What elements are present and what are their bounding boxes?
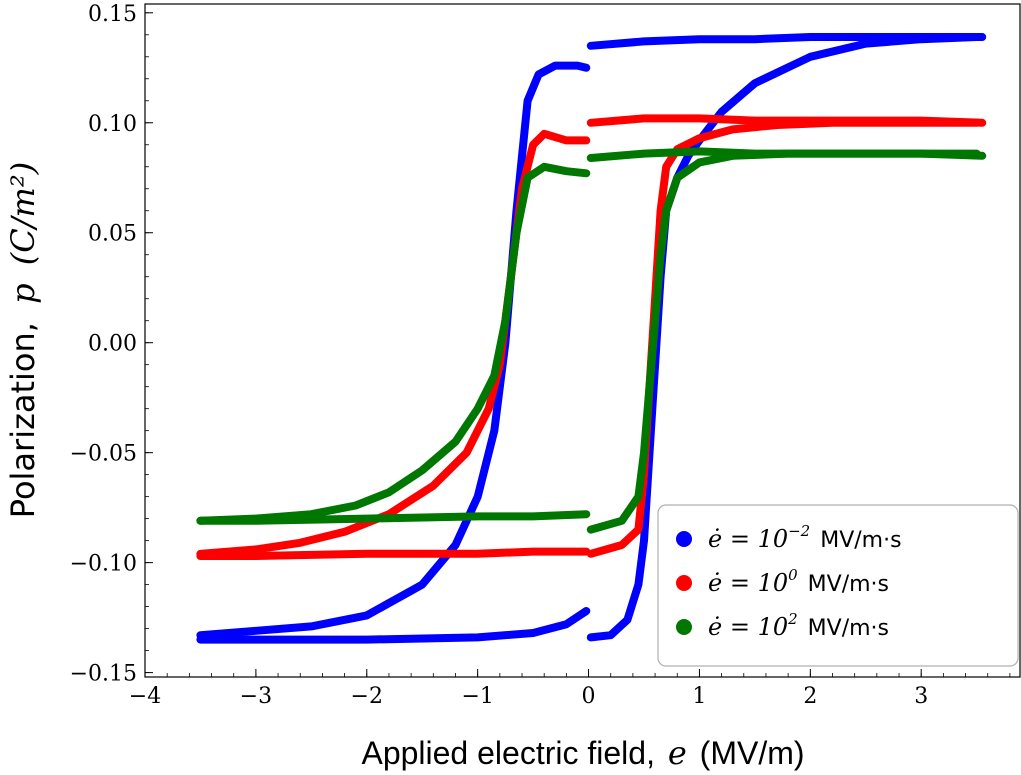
y-tick-label: 0.10 — [88, 112, 137, 137]
series-2-branch-1 — [196, 162, 591, 525]
x-tick-label: −4 — [129, 684, 161, 709]
series-layer — [196, 33, 987, 644]
y-axis-label-text: Polarization, — [4, 322, 42, 518]
series-2-branch-2 — [196, 510, 591, 525]
y-tick-label: −0.05 — [70, 442, 137, 467]
x-axis-symbol: e — [668, 734, 687, 772]
plot-frame — [144, 3, 1021, 678]
plot-area: −4 −3 −2 −1 0 1 2 3 −0.15 −0.10 −0.05 0.00 0.05 0.10… — [70, 2, 1021, 709]
series-1-branch-3 — [586, 118, 981, 558]
legend-label: ė = 100 MV/m·s — [708, 566, 889, 597]
y-axis-symbol: p — [4, 283, 42, 303]
x-tick-label: 1 — [692, 684, 706, 709]
legend-marker — [676, 531, 692, 547]
x-axis-label-text: Applied electric field, — [361, 735, 654, 771]
legend-marker — [676, 619, 692, 635]
legend-box — [657, 504, 1019, 667]
x-tick-label: −3 — [240, 684, 272, 709]
x-tick-label: −1 — [461, 684, 493, 709]
legend-label: ė = 10−2 MV/m·s — [708, 522, 902, 553]
x-tick-label: −2 — [351, 684, 383, 709]
x-axis-ticks: −4 −3 −2 −1 0 1 2 3 — [129, 669, 1011, 709]
series-0-branch-2 — [196, 607, 591, 644]
legend-label: ė = 102 MV/m·s — [708, 610, 889, 641]
y-tick-label: 0.15 — [88, 2, 137, 27]
y-axis-label: Polarization, p (C/m²) — [4, 162, 42, 518]
y-tick-label: −0.10 — [70, 552, 137, 577]
y-axis-unit: (C/m²) — [4, 162, 42, 265]
svg-text:Polarization, p (C: Polarization, p (C/m²) — [4, 162, 42, 518]
x-tick-label: 3 — [914, 684, 928, 709]
y-tick-label: 0.05 — [88, 222, 137, 247]
svg-text:Applied electric field,: Applied electric field, e (MV/m) — [361, 734, 804, 772]
x-tick-label: 0 — [582, 684, 596, 709]
y-tick-label: 0.00 — [88, 332, 137, 357]
x-axis-unit: (MV/m) — [700, 735, 805, 771]
legend-marker — [676, 575, 692, 591]
series-0-branch-1 — [196, 61, 591, 640]
x-axis-label: Applied electric field, e (MV/m) — [361, 734, 804, 772]
y-tick-label: −0.15 — [70, 662, 137, 687]
x-tick-label: 2 — [803, 684, 817, 709]
series-2-branch-3 — [586, 149, 981, 534]
legend: ė = 10−2 MV/m·s ė = 100 MV/m·s ė = 102 MV/m·s — [657, 504, 1019, 667]
series-1-branch-2 — [196, 547, 591, 560]
series-1-branch-1 — [196, 129, 591, 558]
y-axis-ticks: −0.15 −0.10 −0.05 0.00 0.05 0.10 0.15 — [70, 2, 153, 687]
